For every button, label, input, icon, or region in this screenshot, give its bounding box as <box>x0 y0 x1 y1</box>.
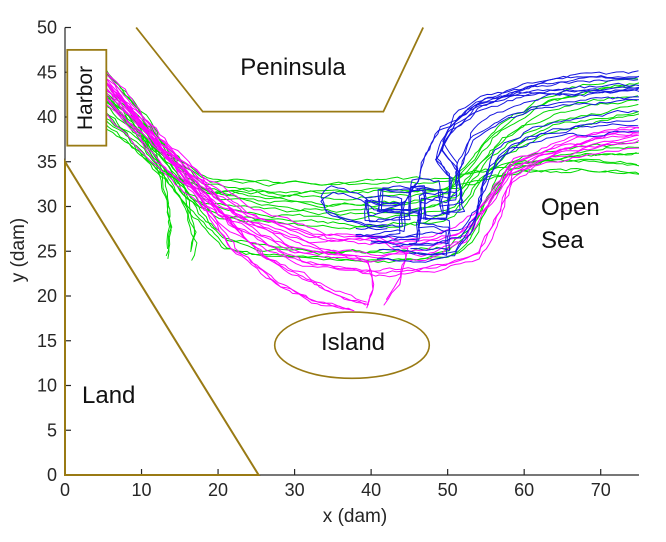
harbor-box <box>66 48 108 147</box>
trajectory-path <box>101 76 355 312</box>
x-tick-label: 0 <box>60 480 70 500</box>
x-tick-label: 30 <box>285 480 305 500</box>
harbor-label: Harbor <box>74 65 97 131</box>
y-tick-label: 35 <box>37 152 57 172</box>
y-tick-label: 45 <box>37 62 57 82</box>
y-tick-label: 30 <box>37 197 57 217</box>
trajectory-path <box>394 123 639 240</box>
y-tick-label: 10 <box>37 376 57 396</box>
trajectory-path <box>102 88 639 221</box>
trajectory-path <box>392 130 639 248</box>
trajectory-path <box>101 89 639 254</box>
island-label: Island <box>320 329 386 356</box>
y-tick-label: 40 <box>37 107 57 127</box>
trajectory-path <box>100 88 638 244</box>
y-tick-label: 15 <box>37 331 57 351</box>
peninsula-boundary <box>135 26 424 113</box>
trajectory-path <box>102 90 639 248</box>
y-tick-label: 50 <box>37 18 57 38</box>
open-sea-label: Open Sea <box>541 194 600 254</box>
trajectory-path <box>378 110 638 256</box>
x-axis-label: x (dam) <box>322 506 388 527</box>
x-tick-label: 70 <box>591 480 611 500</box>
trajectory-path <box>100 68 195 252</box>
trajectory-path <box>100 92 639 263</box>
trajectory-path <box>376 118 638 263</box>
trajectory-path <box>101 75 639 257</box>
y-tick-label: 5 <box>47 420 57 440</box>
trajectory-path <box>102 89 173 259</box>
x-tick-label: 10 <box>132 480 152 500</box>
trajectory-layer <box>99 63 639 312</box>
y-axis-label: y (dam) <box>8 217 29 283</box>
trajectory-path <box>101 96 639 273</box>
y-tick-label: 25 <box>37 241 57 261</box>
trajectory-path <box>100 94 639 274</box>
land-label: Land <box>82 382 136 409</box>
y-tick-label: 0 <box>47 465 57 485</box>
trajectory-path <box>410 86 639 251</box>
trajectory-path <box>102 97 637 186</box>
x-tick-label: 60 <box>514 480 534 500</box>
island-boundary <box>273 311 431 380</box>
peninsula-label: Peninsula <box>240 54 346 81</box>
trajectory-path <box>370 75 639 246</box>
x-tick-label: 50 <box>438 480 458 500</box>
trajectory-path <box>355 96 639 238</box>
y-tick-label: 20 <box>37 286 57 306</box>
trajectory-path <box>99 120 639 194</box>
trajectory-path <box>320 82 639 227</box>
x-tick-label: 20 <box>208 480 228 500</box>
land-boundary <box>64 158 261 476</box>
trajectory-path <box>408 78 639 245</box>
x-tick-label: 40 <box>361 480 381 500</box>
trajectory-path <box>100 106 639 278</box>
